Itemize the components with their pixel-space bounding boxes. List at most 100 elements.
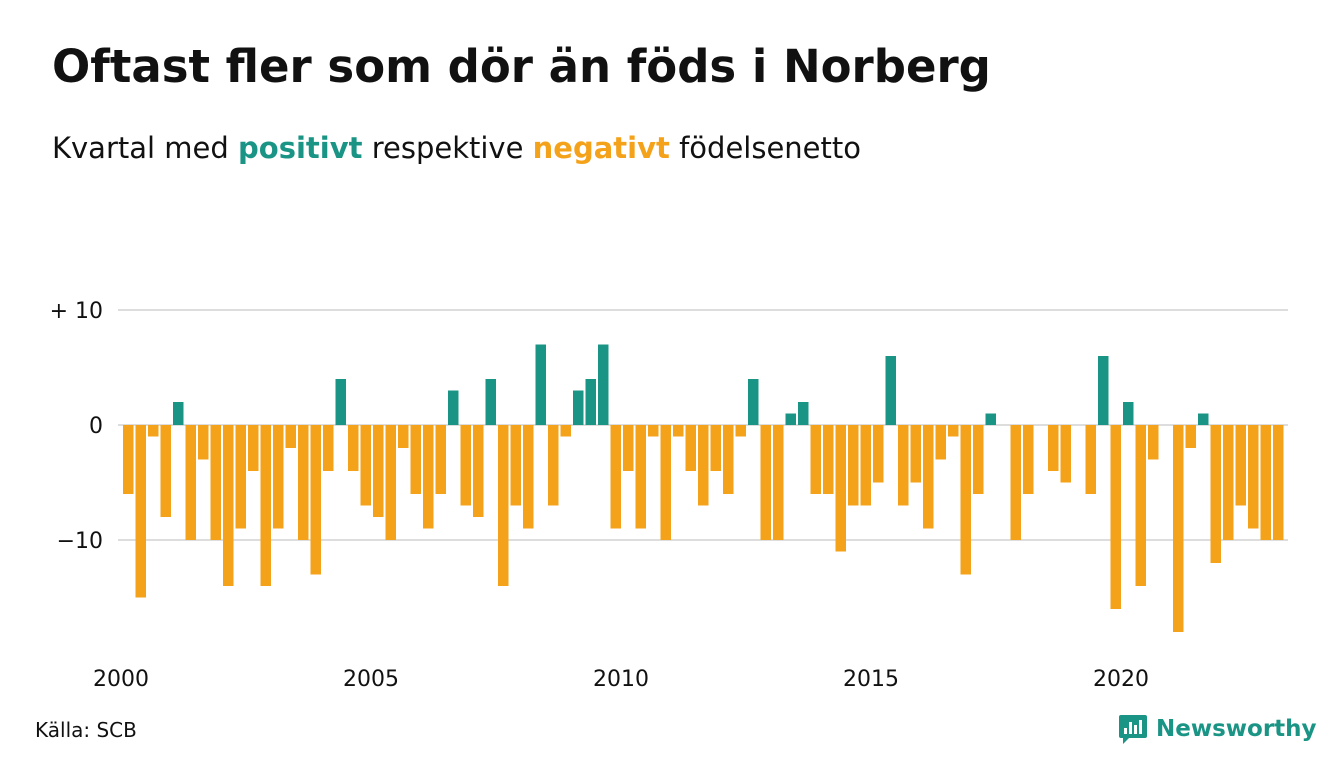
bar	[1148, 425, 1159, 460]
bar	[848, 425, 859, 506]
bar	[660, 425, 671, 540]
x-tick-label: 2015	[843, 667, 899, 692]
bar	[885, 356, 896, 425]
bar	[960, 425, 971, 575]
bar	[498, 425, 509, 586]
bar	[448, 390, 459, 425]
bar	[273, 425, 284, 529]
bar	[1173, 425, 1184, 632]
bar	[748, 379, 759, 425]
newsworthy-logo-icon	[1119, 715, 1147, 744]
bar	[923, 425, 934, 529]
bar	[635, 425, 646, 529]
x-tick-label: 2000	[93, 667, 149, 692]
y-tick-label: 0	[89, 414, 103, 439]
bar	[610, 425, 621, 529]
subtitle-prefix: Kvartal med	[52, 131, 229, 165]
bar	[810, 425, 821, 494]
brand-logo: Newsworthy	[1118, 713, 1317, 745]
bar	[1123, 402, 1134, 425]
bar	[985, 413, 996, 425]
bar	[785, 413, 796, 425]
bar	[373, 425, 384, 517]
bar	[698, 425, 709, 506]
bar	[473, 425, 484, 517]
source-note: Källa: SCB	[35, 718, 137, 742]
bar	[260, 425, 271, 586]
bar	[223, 425, 234, 586]
bar	[348, 425, 359, 471]
x-axis: 2000 2005 2010 2015 2020	[93, 667, 1149, 692]
bar	[935, 425, 946, 460]
subtitle-positive-label: positivt	[238, 131, 363, 165]
subtitle-negative-label: negativt	[532, 131, 670, 165]
bar	[1010, 425, 1021, 540]
bar	[198, 425, 209, 460]
bar	[123, 425, 134, 494]
subtitle-suffix: födelsenetto	[679, 131, 861, 165]
bar	[460, 425, 471, 506]
bar	[323, 425, 334, 471]
y-tick-label: + 10	[50, 299, 103, 324]
bar	[173, 402, 184, 425]
bar	[1260, 425, 1271, 540]
x-tick-label: 2020	[1093, 667, 1149, 692]
bar	[210, 425, 221, 540]
bar	[860, 425, 871, 506]
bar	[1273, 425, 1284, 540]
bar	[285, 425, 296, 448]
bar	[535, 344, 546, 425]
y-tick-label: −10	[57, 529, 103, 554]
bar	[873, 425, 884, 483]
bar	[1248, 425, 1259, 529]
bar	[398, 425, 409, 448]
bar	[485, 379, 496, 425]
bar	[898, 425, 909, 506]
bar	[673, 425, 684, 437]
x-tick-label: 2010	[593, 667, 649, 692]
bar	[235, 425, 246, 529]
bar	[910, 425, 921, 483]
bar	[385, 425, 396, 540]
bar	[1060, 425, 1071, 483]
chart-subtitle: Kvartal med positivt respektive negativt…	[52, 131, 861, 165]
bar	[835, 425, 846, 552]
bar	[135, 425, 146, 598]
brand-name: Newsworthy	[1156, 716, 1317, 742]
bar	[1110, 425, 1121, 609]
bar	[735, 425, 746, 437]
bar	[773, 425, 784, 540]
bar	[523, 425, 534, 529]
bar	[973, 425, 984, 494]
bar	[335, 379, 346, 425]
chart-title: Oftast fler som dör än föds i Norberg	[52, 40, 991, 93]
x-tick-label: 2005	[343, 667, 399, 692]
subtitle-middle: respektive	[371, 131, 524, 165]
bar	[548, 425, 559, 506]
bar	[410, 425, 421, 494]
bar	[185, 425, 196, 540]
bar	[1198, 413, 1209, 425]
bar	[160, 425, 171, 517]
bar	[573, 390, 584, 425]
bar	[435, 425, 446, 494]
bar	[798, 402, 809, 425]
bar	[1098, 356, 1109, 425]
y-axis: + 10 0 −10	[50, 299, 103, 554]
bar-layer	[123, 344, 1284, 632]
bar	[1210, 425, 1221, 563]
bar	[723, 425, 734, 494]
bar	[1135, 425, 1146, 586]
bar	[823, 425, 834, 494]
bar	[710, 425, 721, 471]
bar	[623, 425, 634, 471]
bar	[760, 425, 771, 540]
bar	[360, 425, 371, 506]
bar	[948, 425, 959, 437]
bar	[298, 425, 309, 540]
bar	[685, 425, 696, 471]
bar	[1223, 425, 1234, 540]
bar	[585, 379, 596, 425]
bar	[310, 425, 321, 575]
bar	[560, 425, 571, 437]
